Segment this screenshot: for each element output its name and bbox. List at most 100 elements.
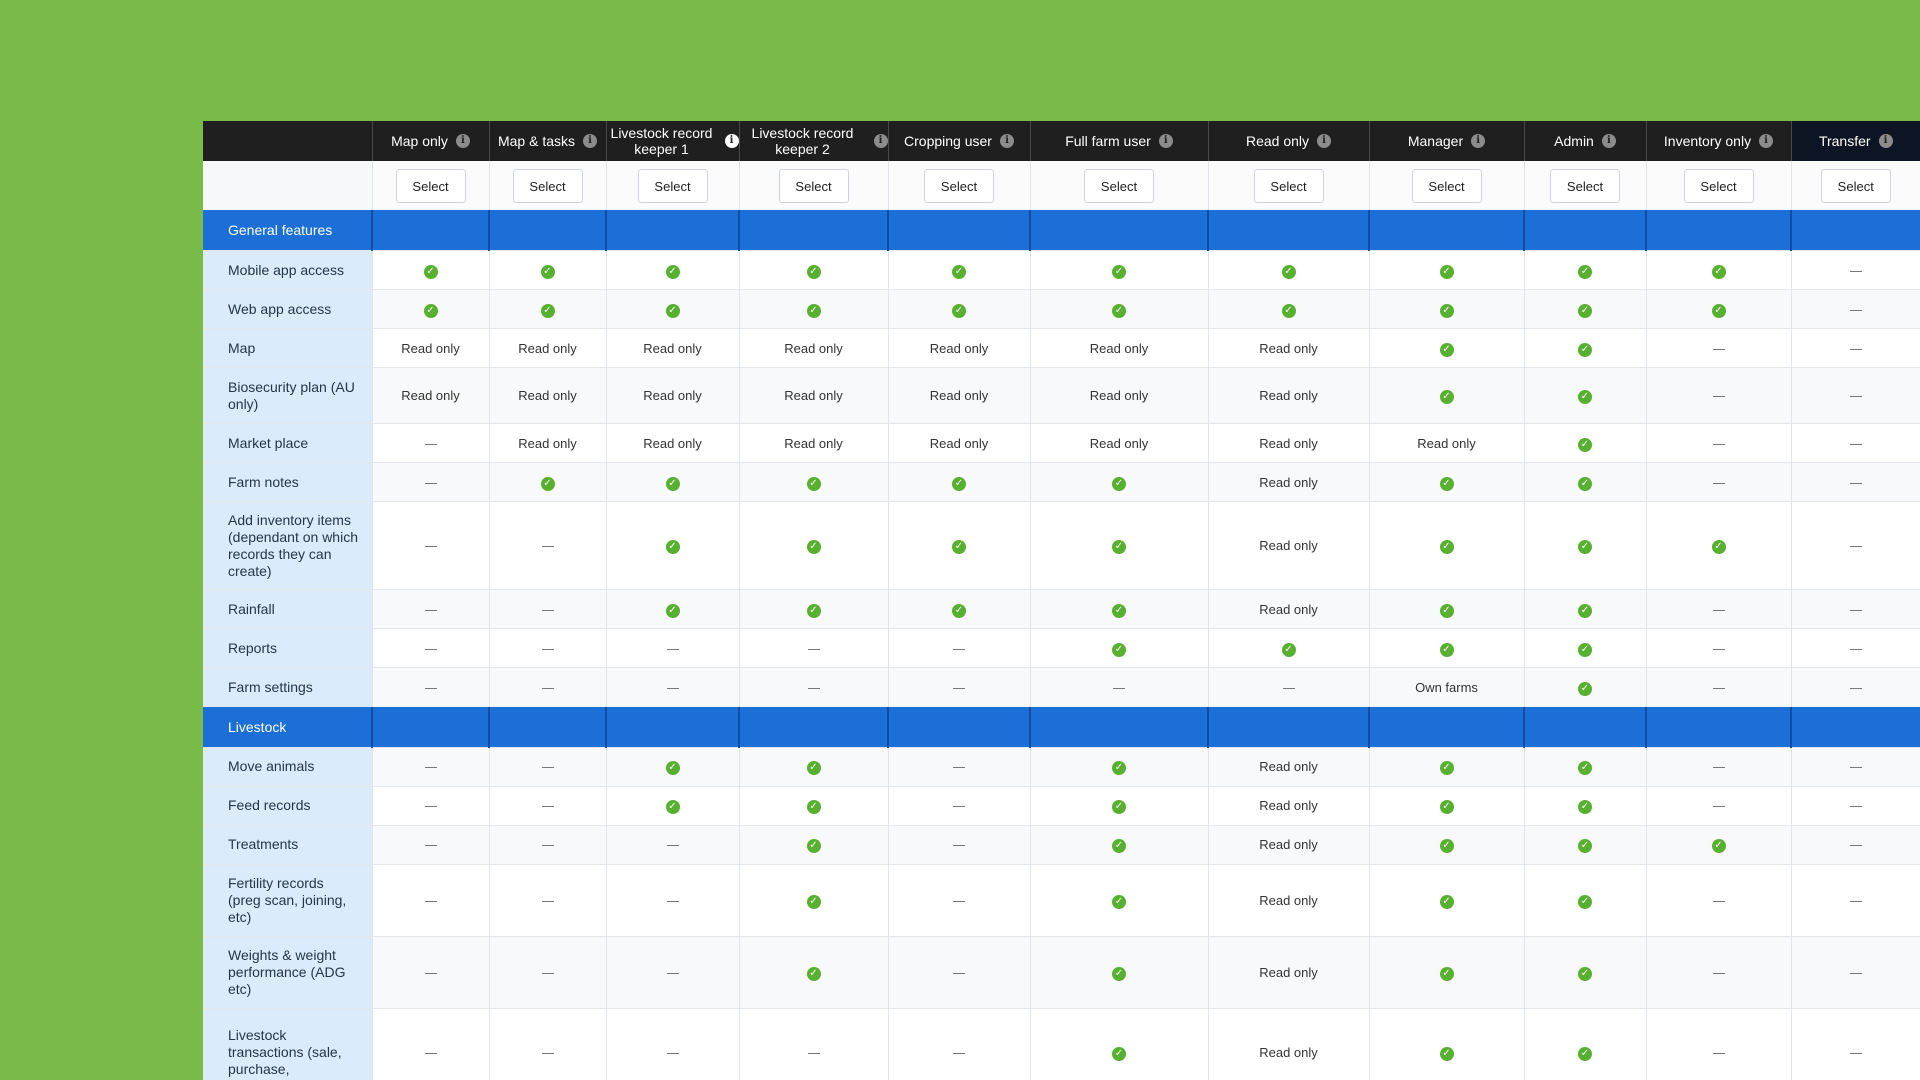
permission-cell: ✓ — [887, 289, 1030, 329]
select-button-manager[interactable]: Select — [1411, 168, 1482, 203]
check-circle-icon: ✓ — [1439, 390, 1454, 404]
permission-cell: ✓ — [1368, 1007, 1524, 1080]
permission-cell: ✓ — [488, 462, 606, 502]
feature-label: Farm notes — [203, 462, 372, 502]
check-circle-icon: ✓ — [1578, 342, 1592, 357]
role-header-content: Manager i — [1408, 133, 1486, 149]
info-icon[interactable]: i — [999, 134, 1014, 148]
dash-icon — [953, 845, 965, 847]
permission-cell: Read only — [1207, 935, 1369, 1008]
permission-cell: Read only — [887, 328, 1030, 368]
check-circle-icon: ✓ — [423, 303, 438, 318]
permission-cell: Read only — [1029, 367, 1208, 424]
select-button-transfer[interactable]: Select — [1820, 168, 1891, 203]
dash-icon — [424, 1052, 437, 1054]
permission-cell — [1790, 746, 1920, 786]
section-title: Livestock — [203, 706, 372, 747]
dash-icon — [1712, 972, 1725, 974]
permission-text: Read only — [1259, 759, 1318, 774]
select-cell: Select — [371, 161, 489, 210]
check-circle-icon: ✓ — [665, 264, 680, 279]
dash-icon — [666, 845, 679, 847]
section-row-livestock: Livestock — [203, 706, 1920, 747]
select-cell: Select — [1790, 161, 1920, 210]
check-circle-icon: ✓ — [1439, 1046, 1454, 1061]
permission-cell: ✓ — [1029, 289, 1208, 329]
permission-cell — [887, 746, 1030, 786]
info-icon[interactable]: i — [1759, 134, 1774, 148]
permission-cell: ✓ — [1523, 289, 1646, 329]
select-cell: Select — [1645, 161, 1791, 210]
select-button-map-only[interactable]: Select — [395, 168, 466, 203]
section-cell — [1790, 210, 1920, 251]
permission-cell — [488, 863, 606, 936]
dash-icon — [541, 845, 554, 847]
info-icon[interactable]: i — [1317, 134, 1332, 148]
info-icon[interactable]: i — [1601, 134, 1616, 148]
permission-cell: Read only — [1207, 589, 1369, 629]
section-cell — [1368, 210, 1524, 251]
check-circle-icon: ✓ — [1578, 540, 1592, 554]
check-circle-icon: ✓ — [1578, 966, 1592, 981]
permission-cell — [738, 667, 888, 707]
select-button-cropping-user[interactable]: Select — [924, 168, 994, 203]
info-icon[interactable]: i — [1471, 134, 1486, 148]
dash-icon — [424, 972, 437, 974]
permission-cell: ✓ — [371, 250, 489, 290]
role-header-inventory-only: Inventory only i — [1645, 121, 1791, 161]
check-circle-icon: ✓ — [1112, 303, 1126, 318]
check-circle-icon: ✓ — [806, 476, 821, 491]
info-icon[interactable]: i — [583, 134, 598, 148]
select-button-map-tasks[interactable]: Select — [512, 168, 583, 203]
permission-text: Read only — [1089, 435, 1149, 451]
check-circle-icon: ✓ — [1578, 839, 1592, 853]
permission-text: Read only — [1089, 388, 1149, 403]
role-label: Inventory only — [1663, 133, 1752, 149]
select-button-livestock-record-keeper-2[interactable]: Select — [778, 168, 849, 203]
permission-cell: Read only — [488, 328, 606, 368]
section-cell — [488, 210, 606, 251]
select-button-inventory-only[interactable]: Select — [1683, 168, 1754, 203]
info-icon[interactable]: i — [724, 134, 739, 148]
permission-cell: Read only — [1207, 501, 1369, 590]
dash-icon — [953, 900, 965, 902]
dash-icon — [541, 767, 554, 769]
check-circle-icon: ✓ — [1439, 264, 1454, 279]
permission-cell: ✓ — [1029, 785, 1208, 825]
info-icon[interactable]: i — [1158, 134, 1173, 148]
check-circle-icon: ✓ — [665, 303, 680, 318]
permission-cell — [605, 667, 739, 707]
permission-cell: ✓ — [605, 746, 739, 786]
info-icon[interactable]: i — [455, 134, 470, 148]
permission-cell: ✓ — [738, 785, 888, 825]
feature-label: Treatments — [203, 824, 372, 864]
feature-label: Mobile app access — [203, 250, 372, 290]
info-icon[interactable]: i — [873, 134, 888, 148]
info-icon[interactable]: i — [1878, 134, 1893, 148]
role-header-row: Map only i Map & tasks i Livestock record ke… — [203, 121, 1920, 161]
select-button-read-only[interactable]: Select — [1253, 168, 1324, 203]
permission-text: Read only — [1259, 388, 1318, 403]
dash-icon — [1712, 648, 1725, 650]
role-header-read-only: Read only i — [1207, 121, 1369, 161]
permission-cell: ✓ — [605, 289, 739, 329]
table-row: Livestock transactions (sale, purchase, ✓… — [203, 1007, 1920, 1080]
check-circle-icon: ✓ — [1439, 761, 1454, 775]
permission-cell — [887, 935, 1030, 1008]
select-row-corner — [203, 161, 372, 210]
permission-cell: Read only — [488, 423, 606, 463]
select-button-admin[interactable]: Select — [1550, 168, 1620, 203]
check-circle-icon: ✓ — [952, 476, 966, 491]
select-button-full-farm-user[interactable]: Select — [1084, 168, 1154, 203]
check-circle-icon: ✓ — [1578, 800, 1592, 814]
permission-cell: ✓ — [738, 501, 888, 590]
permission-cell: Read only — [605, 367, 739, 424]
permission-cell: ✓ — [738, 746, 888, 786]
feature-label: Reports — [203, 628, 372, 668]
check-circle-icon: ✓ — [1578, 761, 1592, 775]
dash-icon — [1849, 1052, 1862, 1054]
dash-icon — [1282, 687, 1295, 689]
select-button-livestock-record-keeper-1[interactable]: Select — [637, 168, 708, 203]
dash-icon — [1849, 396, 1862, 398]
section-row-general-features: General features — [203, 210, 1920, 251]
